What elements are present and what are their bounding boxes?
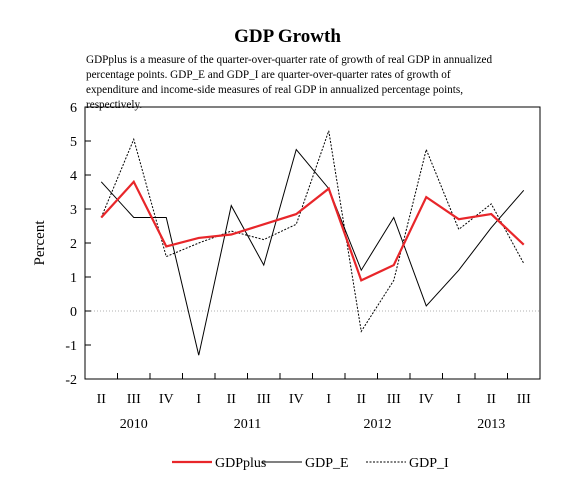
x-tick-label: II [227, 392, 237, 407]
x-tick-label: I [196, 392, 201, 407]
y-tick-label: -1 [65, 339, 77, 354]
y-tick-label: 5 [70, 135, 77, 150]
series-line-gdp-i [100, 130, 525, 333]
x-tick-label: III [517, 392, 531, 407]
series-line-gdp-e [100, 148, 525, 356]
series-line-gdpplus [100, 179, 525, 282]
y-tick-label: 2 [70, 237, 77, 252]
y-tick-label: 0 [70, 305, 77, 320]
x-tick-label: II [487, 392, 497, 407]
y-tick-label: 3 [70, 203, 77, 218]
legend-label: GDP_I [409, 456, 449, 471]
y-axis-label: Percent [32, 220, 48, 266]
year-label: 2012 [364, 417, 392, 432]
plot-frame [84, 106, 541, 380]
x-tick-label: II [357, 392, 367, 407]
x-tick-label: III [127, 392, 141, 407]
y-tick-label: 4 [70, 169, 77, 184]
x-tick-label: IV [419, 392, 434, 407]
y-tick-label: 1 [70, 271, 77, 286]
series-layer [100, 130, 525, 356]
x-tick-label: III [387, 392, 401, 407]
x-tick-label: IV [159, 392, 174, 407]
y-tick-label: -2 [65, 373, 77, 388]
x-tick-label: I [456, 392, 461, 407]
year-label: 2013 [477, 417, 505, 432]
year-label: 2011 [234, 417, 261, 432]
y-axis: -2 -1 0 1 2 3 4 5 6 [65, 101, 91, 388]
chart-title: GDP Growth [234, 26, 341, 47]
x-tick-label: II [97, 392, 107, 407]
x-tick-label: I [326, 392, 331, 407]
chart-subtitle: GDPplus is a measure of the quarter-over… [86, 54, 493, 111]
x-tick-label: III [257, 392, 271, 407]
y-tick-label: 6 [70, 101, 77, 116]
year-label: 2010 [120, 417, 148, 432]
legend-label: GDPplus [215, 456, 266, 471]
legend-label: GDP_E [305, 456, 349, 471]
x-tick-label: IV [289, 392, 304, 407]
legend: GDPplus GDP_E GDP_I [172, 456, 449, 471]
